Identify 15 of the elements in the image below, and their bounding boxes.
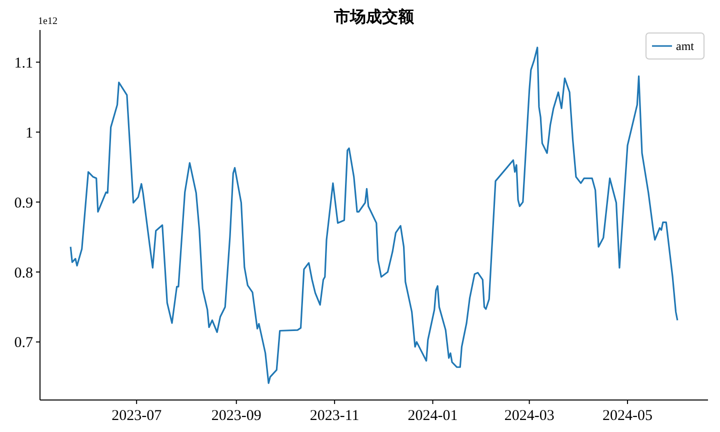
y-tick-label: 1	[26, 125, 33, 142]
x-tick-label: 2023-09	[211, 408, 262, 424]
y-tick-label: 0.9	[14, 195, 33, 212]
legend-label: amt	[676, 39, 695, 53]
x-tick-label: 2024-01	[408, 408, 458, 424]
y-tick-label: 0.8	[14, 265, 33, 282]
text: 1e12	[38, 16, 58, 27]
x-tick-label: 2023-07	[112, 408, 162, 424]
chart-title: 市场成交额	[333, 7, 415, 26]
y-tick-label: 0.7	[14, 335, 34, 352]
x-tick-label: 2024-03	[504, 408, 554, 424]
x-tick-label: 2023-11	[310, 408, 360, 424]
x-tick-label: 2024-05	[602, 408, 653, 424]
line-series	[70, 46, 678, 384]
y-tick-label: 1.1	[14, 55, 33, 72]
